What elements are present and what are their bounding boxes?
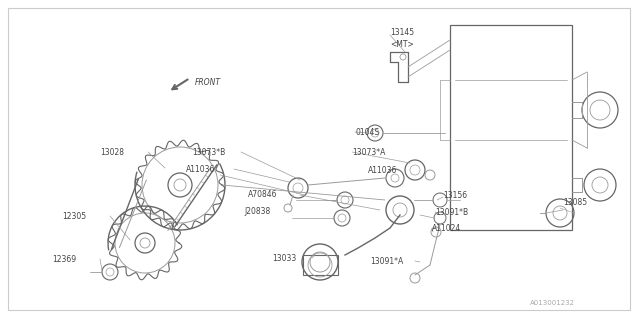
Text: 13091*B: 13091*B (435, 208, 468, 217)
Text: 13156: 13156 (443, 191, 467, 200)
Text: 13145: 13145 (390, 28, 414, 37)
Text: 13085: 13085 (563, 198, 587, 207)
Text: 12369: 12369 (52, 255, 76, 264)
Text: 13091*A: 13091*A (370, 257, 403, 266)
Text: A11024: A11024 (432, 224, 461, 233)
Text: 13028: 13028 (100, 148, 124, 157)
Text: A11036: A11036 (186, 165, 216, 174)
Text: A70846: A70846 (248, 190, 278, 199)
Text: A11036: A11036 (368, 166, 397, 175)
Text: 13073*B: 13073*B (192, 148, 225, 157)
Text: 13073*A: 13073*A (352, 148, 385, 157)
Text: 12305: 12305 (62, 212, 86, 221)
Bar (303, 255, 338, 275)
Text: A013001232: A013001232 (530, 300, 575, 306)
Text: <MT>: <MT> (390, 40, 413, 49)
Bar (450, 25, 572, 230)
Text: J20838: J20838 (244, 207, 270, 216)
Text: FRONT: FRONT (195, 78, 221, 87)
Text: 0104S: 0104S (355, 128, 379, 137)
Text: 13033: 13033 (272, 254, 296, 263)
